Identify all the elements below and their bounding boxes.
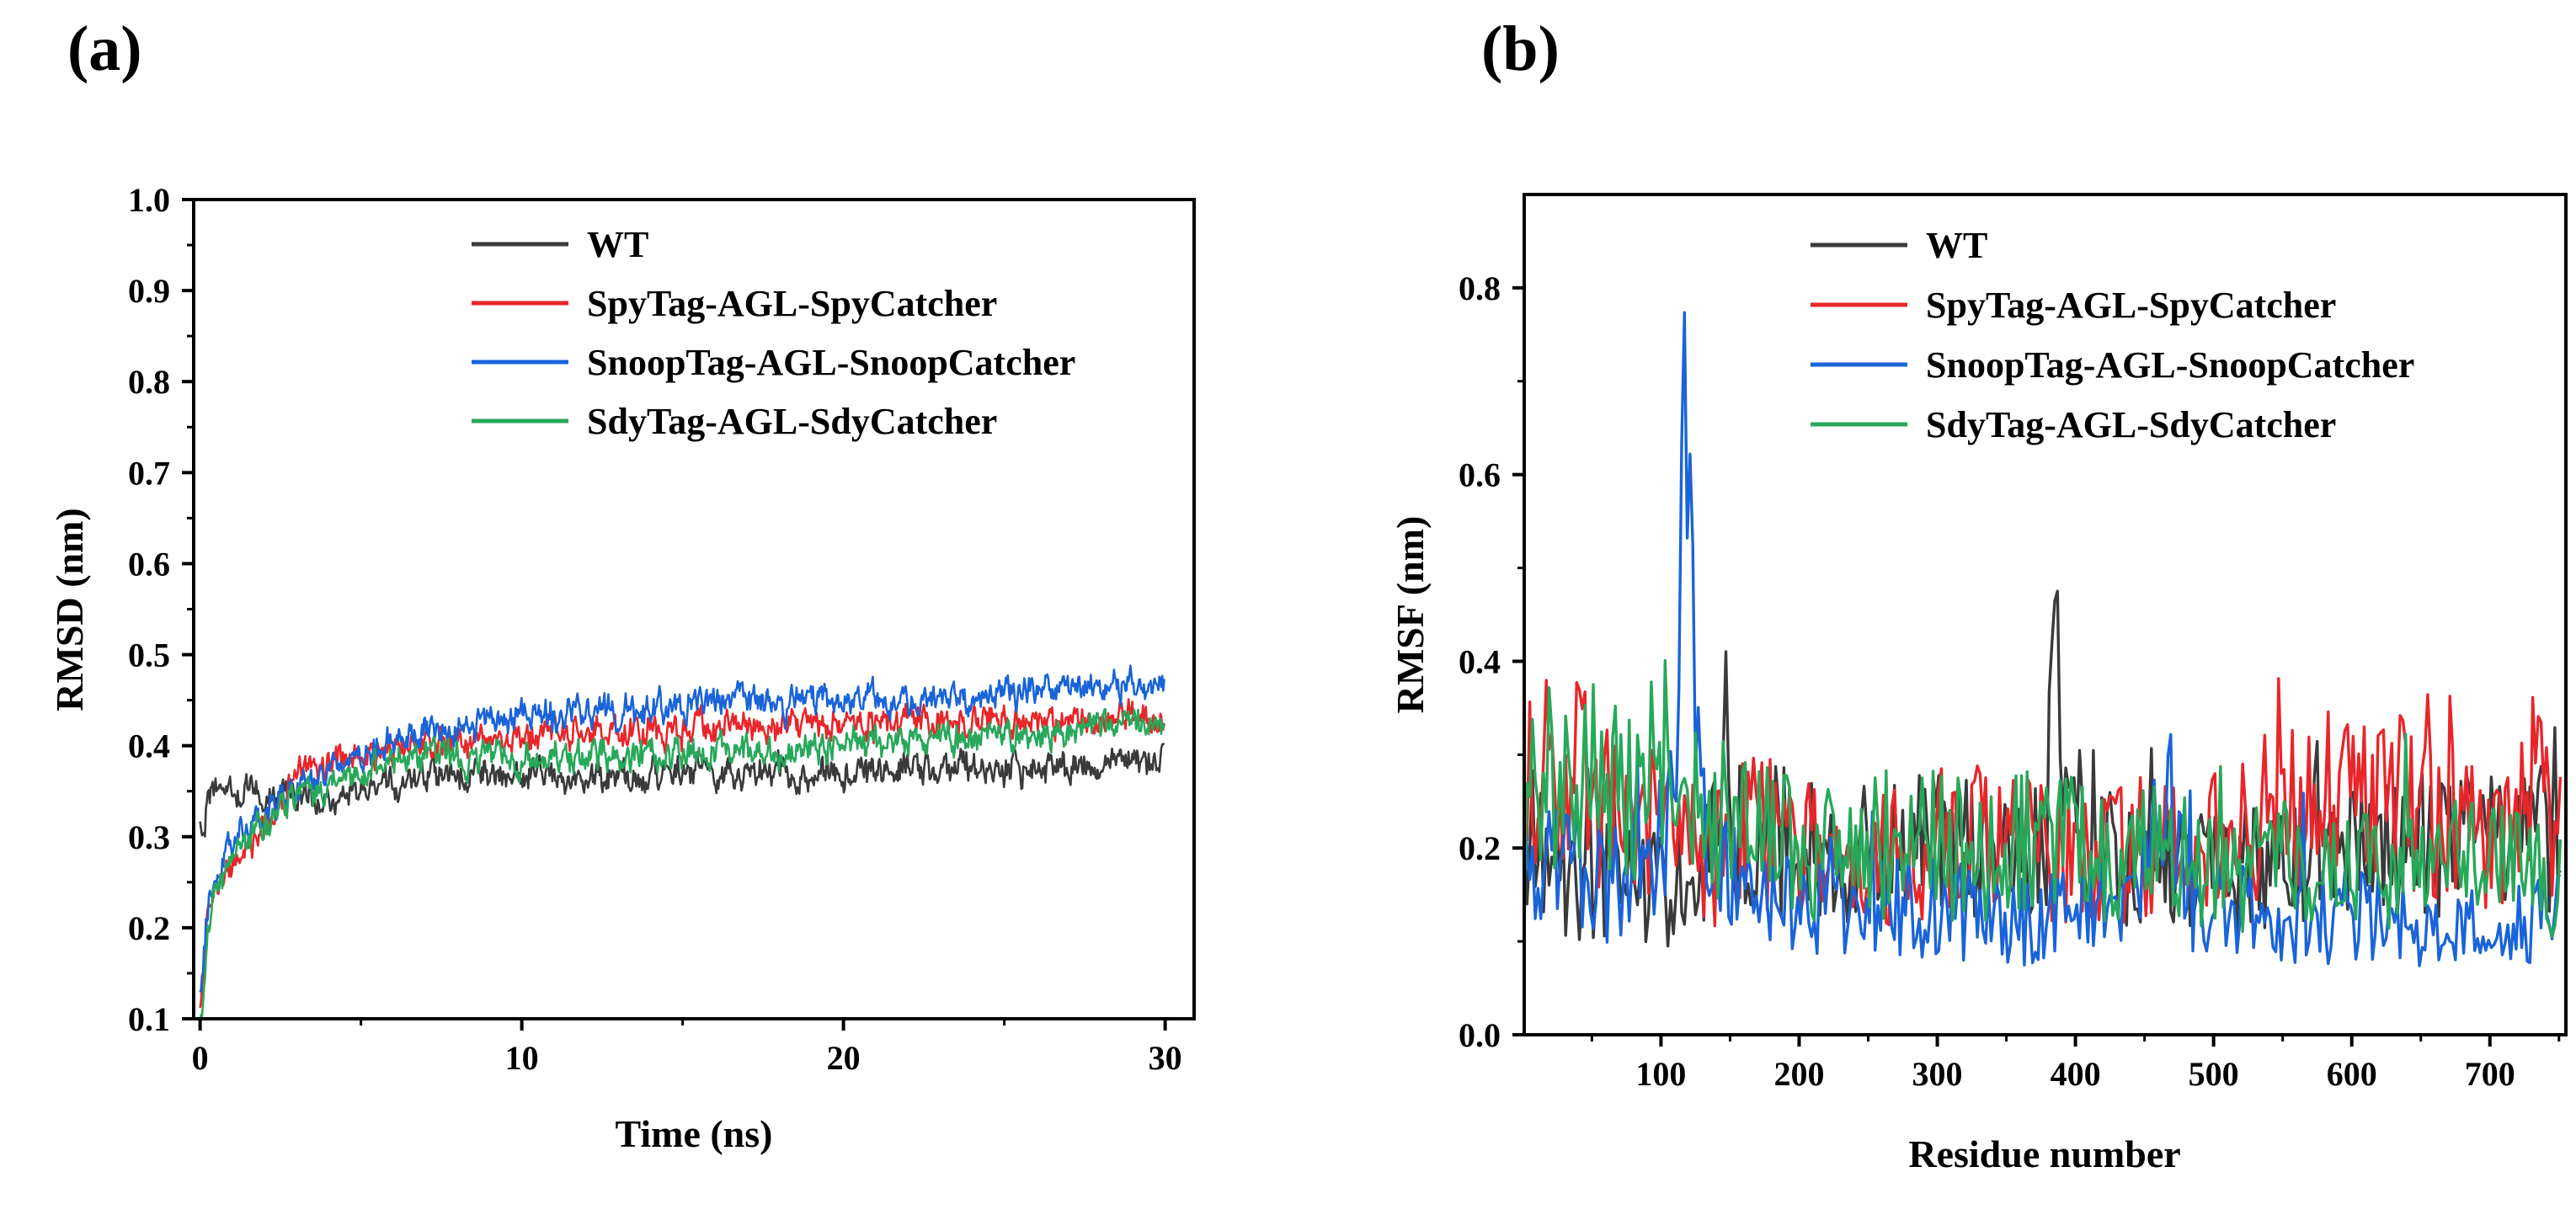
panel-label-b: (b) bbox=[1481, 13, 1560, 84]
x-tick-label-b-6: 700 bbox=[2465, 1055, 2515, 1093]
y-tick-label-a-0: 0.1 bbox=[128, 1000, 170, 1038]
series-line-a-spytag-agl-spycatcher bbox=[199, 698, 1165, 1009]
y-tick-label-a-7: 0.8 bbox=[128, 363, 170, 401]
legend-label-a-2: SnoopTag-AGL-SnoopCatcher bbox=[587, 342, 1075, 383]
series-line-a-sdytag-agl-sdycatcher bbox=[199, 707, 1165, 1019]
y-tick-label-a-2: 0.3 bbox=[128, 818, 170, 856]
x-tick-label-b-4: 500 bbox=[2189, 1055, 2239, 1093]
legend-label-a-1: SpyTag-AGL-SpyCatcher bbox=[587, 283, 997, 324]
legend-label-a-0: WT bbox=[587, 224, 648, 265]
x-tick-label-a-0: 0 bbox=[192, 1039, 209, 1077]
y-tick-label-a-4: 0.5 bbox=[128, 637, 170, 674]
series-line-a-wt bbox=[199, 743, 1165, 838]
y-axis-title-a: RMSD (nm) bbox=[48, 508, 91, 711]
y-axis-title-b: RMSF (nm) bbox=[1389, 516, 1432, 714]
plot-area-a bbox=[199, 664, 1165, 1019]
legend-label-b-2: SnoopTag-AGL-SnoopCatcher bbox=[1926, 344, 2414, 386]
legend-label-b-0: WT bbox=[1926, 225, 1987, 266]
panel-b-rmsf-chart: (b) 100 200 300 400 500 600 700 0.0 0.2 0.4 0.6 0.8… bbox=[1389, 13, 2568, 1175]
panel-label-a: (a) bbox=[67, 13, 142, 84]
series-line-b-spytag-agl-spycatcher bbox=[1524, 677, 2563, 928]
axes-frame-b bbox=[1523, 193, 2568, 1036]
x-tick-label-a-1: 10 bbox=[505, 1039, 539, 1077]
y-tick-label-a-5: 0.6 bbox=[128, 545, 170, 583]
panel-a-rmsd-chart: (a) 0 10 20 30 0.1 0.2 0.3 0.4 0.5 0.6 0.7 0.8 0.9 1.… bbox=[48, 13, 1196, 1155]
series-line-b-wt bbox=[1524, 589, 2562, 948]
x-tick-label-a-2: 20 bbox=[827, 1039, 861, 1077]
series-line-a-snooptag-agl-snoopcatcher bbox=[199, 664, 1165, 994]
x-tick-label-b-3: 400 bbox=[2051, 1055, 2101, 1093]
legend-label-b-1: SpyTag-AGL-SpyCatcher bbox=[1926, 285, 2336, 326]
y-tick-label-b-2: 0.4 bbox=[1459, 642, 1501, 680]
x-tick-label-b-2: 300 bbox=[1912, 1055, 1963, 1093]
y-tick-label-a-1: 0.2 bbox=[128, 909, 170, 947]
y-tick-label-b-0: 0.0 bbox=[1459, 1016, 1501, 1054]
legend-label-a-3: SdyTag-AGL-SdyCatcher bbox=[587, 401, 997, 442]
x-tick-label-b-5: 600 bbox=[2327, 1055, 2377, 1093]
x-tick-label-a-3: 30 bbox=[1149, 1039, 1182, 1077]
x-tick-label-b-1: 200 bbox=[1773, 1055, 1824, 1093]
x-axis-title-a: Time (ns) bbox=[616, 1112, 773, 1155]
y-tick-label-b-3: 0.6 bbox=[1459, 456, 1501, 494]
y-tick-label-b-4: 0.8 bbox=[1459, 269, 1501, 307]
ticks-a: 0 10 20 30 0.1 0.2 0.3 0.4 0.5 0.6 0.7 0.8 0.9 1.0 bbox=[128, 181, 1182, 1077]
y-tick-label-a-9: 1.0 bbox=[128, 181, 170, 219]
legend-b: WT SpyTag-AGL-SpyCatcher SnoopTag-AGL-Snoo… bbox=[1811, 225, 2414, 445]
y-tick-label-a-8: 0.9 bbox=[128, 272, 170, 310]
x-axis-title-b: Residue number bbox=[1908, 1132, 2180, 1175]
series-line-b-sdytag-agl-sdycatcher bbox=[1524, 658, 2563, 939]
y-tick-label-a-6: 0.7 bbox=[128, 454, 170, 492]
y-tick-label-b-1: 0.2 bbox=[1459, 829, 1501, 867]
legend-a: WT SpyTag-AGL-SpyCatcher SnoopTag-AGL-Snoo… bbox=[472, 224, 1075, 442]
plot-area-b bbox=[1524, 311, 2563, 967]
legend-label-b-3: SdyTag-AGL-SdyCatcher bbox=[1926, 404, 2336, 445]
y-tick-label-a-3: 0.4 bbox=[128, 727, 170, 765]
ticks-b: 100 200 300 400 500 600 700 0.0 0.2 0.4 0.6 0.8 bbox=[1459, 269, 2561, 1093]
x-tick-label-b-0: 100 bbox=[1635, 1055, 1686, 1093]
